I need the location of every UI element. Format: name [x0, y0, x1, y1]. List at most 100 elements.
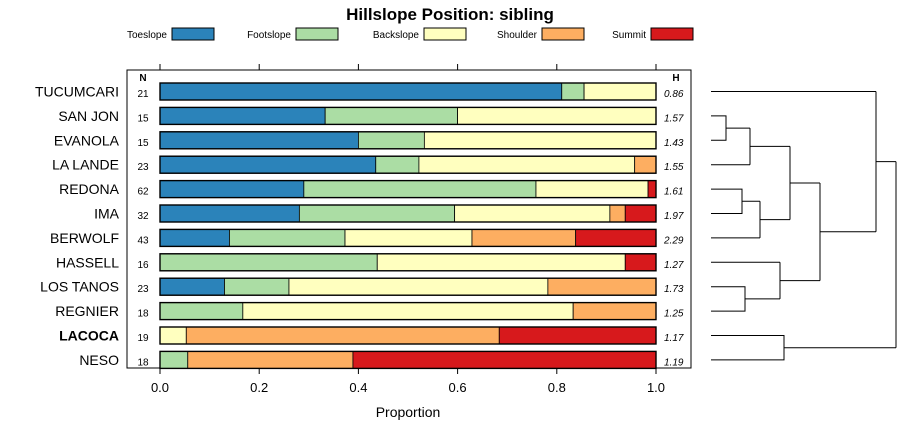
bar-outline	[159, 155, 657, 174]
bar-segment-footslope	[159, 302, 244, 321]
row-la-lande: LA LANDE 23 1.55	[52, 155, 684, 174]
legend-label-backslope: Backslope	[373, 30, 420, 41]
bar-segment-shoulder	[471, 228, 577, 247]
row-h-value: 1.61	[664, 187, 683, 198]
bar-segment-shoulder	[547, 277, 657, 296]
row-label: NESO	[79, 352, 119, 368]
row-label: LACOCA	[59, 328, 119, 344]
row-n-value: 62	[137, 187, 149, 198]
n-column-header: N	[139, 73, 146, 84]
row-lacoca: LACOCA 19 1.17	[59, 326, 684, 345]
row-h-value: 1.25	[664, 309, 684, 320]
row-n-value: 16	[137, 260, 149, 271]
bar-segment-toeslope	[159, 228, 230, 247]
bar-segment-footslope	[375, 155, 420, 174]
row-n-value: 18	[137, 357, 149, 368]
dendrogram-root	[784, 161, 897, 349]
row-label: BERWOLF	[50, 230, 119, 246]
dendrogram-branch	[711, 286, 746, 312]
bar-segment-shoulder	[634, 155, 657, 174]
row-label: IMA	[94, 206, 120, 222]
row-n-value: 21	[137, 89, 149, 100]
legend-label-footslope: Footslope	[247, 30, 291, 41]
bar-segment-footslope	[298, 204, 456, 223]
bar-segment-toeslope	[159, 204, 300, 223]
bar-outline	[159, 277, 657, 296]
bar-segment-backslope	[242, 302, 574, 321]
x-tick-label: 0.4	[349, 380, 367, 395]
bar-outline	[159, 253, 657, 272]
row-ima: IMA 32 1.97	[94, 204, 684, 223]
dendrogram-branch	[750, 145, 791, 221]
row-berwolf: BERWOLF 43 2.29	[50, 228, 684, 248]
row-label: EVANOLA	[54, 132, 120, 148]
bar-outline	[159, 131, 657, 150]
row-label: LOS TANOS	[40, 279, 119, 295]
bar-segment-toeslope	[159, 277, 225, 296]
bar-segment-summit	[624, 253, 657, 272]
bar-segment-backslope	[535, 180, 649, 199]
row-san-jon: SAN JON 15 1.57	[58, 106, 684, 126]
dendrogram-branch	[780, 182, 821, 282]
dendrogram-branch	[711, 335, 785, 361]
bar-segment-backslope	[457, 107, 657, 125]
x-tick-label: 0.8	[548, 380, 566, 395]
dendrogram	[711, 91, 897, 361]
legend-swatch-footslope	[295, 27, 339, 41]
row-h-value: 0.86	[664, 89, 684, 100]
row-h-value: 1.57	[664, 113, 684, 124]
dendrogram-branch	[711, 115, 727, 141]
row-n-value: 19	[137, 333, 149, 344]
row-label: HASSELL	[56, 254, 119, 270]
x-tick-label: 0.2	[250, 380, 268, 395]
row-h-value: 1.55	[664, 162, 684, 173]
row-h-value: 2.29	[663, 235, 684, 246]
bar-segment-toeslope	[159, 155, 377, 174]
row-n-value: 18	[137, 309, 149, 320]
bar-segment-backslope	[423, 131, 657, 150]
bar-segment-summit	[647, 180, 657, 199]
legend-label-shoulder: Shoulder	[497, 30, 538, 41]
bar-segment-footslope	[224, 277, 290, 296]
bar-segment-footslope	[324, 107, 459, 125]
row-n-value: 23	[137, 284, 149, 295]
dendrogram-branch	[711, 127, 751, 166]
bar-segment-backslope	[583, 82, 657, 101]
bar-outline	[159, 179, 657, 199]
row-regnier: REGNIER 18 1.25	[55, 301, 684, 321]
row-h-value: 1.19	[664, 357, 684, 368]
h-column-header: H	[672, 73, 679, 84]
bar-outline	[159, 326, 657, 345]
row-n-value: 23	[137, 162, 149, 173]
row-label: REGNIER	[55, 303, 119, 319]
bar-segment-footslope	[159, 253, 378, 272]
bar-outline	[159, 301, 657, 321]
row-n-value: 15	[137, 113, 149, 124]
row-h-value: 1.73	[664, 284, 684, 295]
bar-segment-summit	[575, 228, 657, 247]
bar-outline	[159, 204, 657, 223]
bar-segment-toeslope	[159, 180, 305, 199]
bar-segment-backslope	[454, 204, 611, 223]
bar-segment-backslope	[159, 326, 187, 345]
dendrogram-branch	[711, 200, 761, 239]
row-h-value: 1.97	[664, 211, 684, 222]
dendrogram-branch	[711, 91, 877, 233]
bar-segment-toeslope	[159, 82, 563, 101]
legend-swatch-shoulder	[541, 27, 585, 41]
x-axis: 0.0 0.2 0.4 0.6 0.8 1.0	[151, 64, 665, 395]
row-evanola: EVANOLA 15 1.43	[54, 131, 684, 150]
bar-segment-summit	[352, 350, 657, 369]
row-los-tanos: LOS TANOS 23 1.73	[40, 277, 684, 296]
dendrogram-branch	[711, 188, 743, 214]
bar-outline	[159, 82, 657, 101]
legend-swatch-summit	[650, 27, 694, 41]
row-label: TUCUMCARI	[35, 84, 119, 100]
bar-segment-backslope	[344, 228, 473, 247]
legend-swatch-backslope	[423, 27, 467, 41]
chart-title: Hillslope Position: sibling	[346, 5, 554, 24]
bar-segment-footslope	[229, 228, 346, 247]
bar-segment-footslope	[561, 82, 585, 101]
legend-label-toeslope: Toeslope	[127, 30, 167, 41]
row-label: REDONA	[59, 181, 120, 197]
